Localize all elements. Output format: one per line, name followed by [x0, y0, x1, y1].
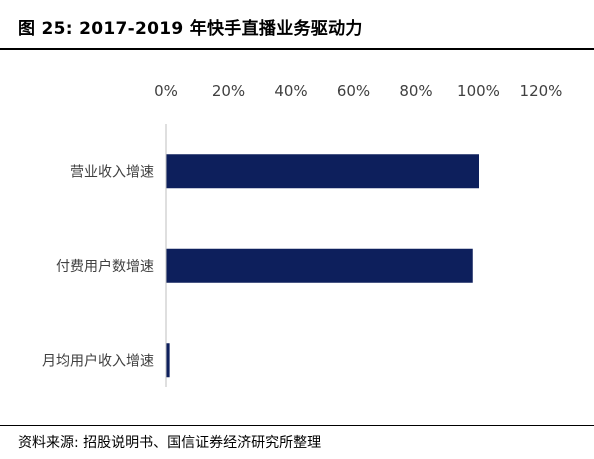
- bar: [166, 154, 479, 189]
- x-tick-label: 20%: [212, 82, 245, 100]
- x-tick-label: 40%: [274, 82, 307, 100]
- x-tick-label: 60%: [337, 82, 370, 100]
- bar: [166, 343, 170, 378]
- source-divider: [0, 425, 594, 426]
- source-note: 资料来源: 招股说明书、国信证券经济研究所整理: [18, 435, 322, 451]
- category-label: 月均用户收入增速: [42, 352, 154, 369]
- figure-title: 图 25: 2017-2019 年快手直播业务驱动力: [18, 19, 363, 39]
- bar: [166, 248, 473, 283]
- title-divider: [0, 48, 594, 50]
- x-tick-label: 120%: [520, 82, 563, 100]
- x-tick-label: 100%: [457, 82, 500, 100]
- category-label: 付费用户数增速: [56, 258, 154, 275]
- category-label: 营业收入增速: [70, 164, 154, 180]
- x-tick-label: 80%: [399, 82, 432, 100]
- bar-chart: 0% 20% 40% 60% 80% 100% 120% 营业收入增速付费用户数增速月均用户收…: [42, 82, 563, 387]
- x-tick-label: 0%: [154, 82, 178, 100]
